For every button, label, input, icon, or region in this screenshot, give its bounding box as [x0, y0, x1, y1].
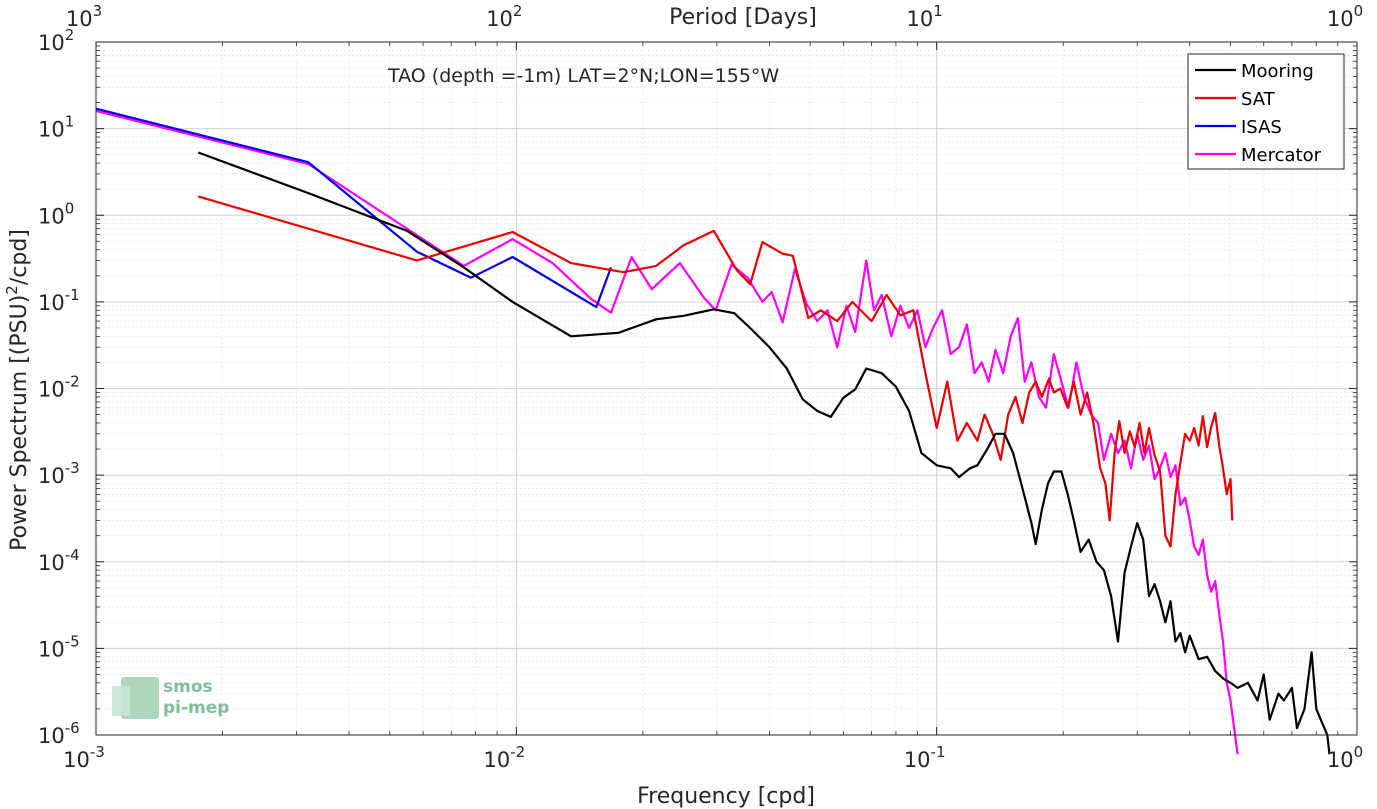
- y-axis-title-superscript: 2: [3, 285, 21, 295]
- x2-tick-base: 10: [66, 7, 93, 31]
- tick-marks: [95, 41, 1358, 736]
- x-tick-base: 10: [1327, 748, 1354, 772]
- y-tick-label: 10-3: [38, 459, 80, 488]
- y-tick-exponent: -6: [65, 719, 80, 737]
- y-tick-label: 101: [38, 113, 74, 142]
- y-tick-base: 10: [38, 118, 65, 142]
- series-line-sat: [197, 195, 1234, 548]
- series-layer: [95, 107, 1331, 755]
- x2-tick-exponent: 0: [1354, 2, 1364, 20]
- y-tick-label: 10-2: [38, 373, 80, 402]
- legend-box: [1187, 53, 1345, 170]
- y-tick-label: 10-4: [38, 546, 80, 575]
- y-tick-exponent: -4: [65, 546, 80, 564]
- y-tick-base: 10: [38, 31, 65, 55]
- y-tick-exponent: -1: [65, 286, 80, 304]
- x2-tick-label: 100: [1327, 2, 1363, 31]
- y-axis-title-main: Power Spectrum [(PSU): [7, 295, 32, 551]
- logo-mark-stripe: [112, 686, 130, 716]
- y-axis-title: Power Spectrum [(PSU)2/cpd]: [3, 229, 32, 551]
- y-tick-label: 10-1: [38, 286, 80, 315]
- x-tick-label: 10-1: [904, 743, 946, 772]
- y-tick-base: 10: [38, 724, 65, 748]
- x-tick-exponent: -1: [931, 743, 946, 761]
- watermark-logo: smos pi-mep: [112, 677, 229, 719]
- y-tick-base: 10: [38, 464, 65, 488]
- y-tick-label: 102: [38, 26, 74, 55]
- x-tick-base: 10: [63, 748, 90, 772]
- logo-line-1: smos: [163, 677, 213, 697]
- x2-tick-base: 10: [1327, 7, 1354, 31]
- x-tick-exponent: -3: [90, 743, 105, 761]
- x2-tick-label: 101: [907, 2, 943, 31]
- y-tick-base: 10: [38, 637, 65, 661]
- y-tick-base: 10: [38, 204, 65, 228]
- x2-tick-exponent: 1: [933, 2, 943, 20]
- y-tick-exponent: 1: [65, 113, 75, 131]
- x-tick-exponent: 0: [1354, 743, 1364, 761]
- y-tick-label: 10-5: [38, 632, 80, 661]
- series-line-mooring: [197, 151, 1331, 755]
- x-tick-label: 100: [1327, 743, 1363, 772]
- x-tick-exponent: -2: [510, 743, 525, 761]
- y-axis-title-tail: /cpd]: [7, 229, 32, 285]
- top-axis-title: Period [Days]: [669, 5, 817, 30]
- y-tick-exponent: 0: [65, 199, 75, 217]
- logo-mark: [121, 677, 159, 719]
- x-tick-base: 10: [483, 748, 510, 772]
- y-tick-exponent: -3: [65, 459, 80, 477]
- legend-label-isas: ISAS: [1241, 117, 1282, 138]
- legend-label-mercator: Mercator: [1241, 145, 1322, 166]
- x-tick-label: 10-3: [63, 743, 105, 772]
- x2-tick-label: 103: [66, 2, 102, 31]
- x2-tick-base: 10: [907, 7, 934, 31]
- legend: Mooring SAT ISAS Mercator: [1187, 53, 1345, 170]
- y-tick-label: 100: [38, 199, 74, 228]
- x-tick-base: 10: [904, 748, 931, 772]
- station-annotation: TAO (depth =-1m) LAT=2°N;LON=155°W: [387, 65, 779, 87]
- y-tick-base: 10: [38, 291, 65, 315]
- x2-tick-base: 10: [486, 7, 513, 31]
- y-tick-exponent: -5: [65, 632, 80, 650]
- y-tick-base: 10: [38, 551, 65, 575]
- x2-tick-exponent: 3: [93, 2, 103, 20]
- x-tick-label: 10-2: [483, 743, 525, 772]
- y-tick-exponent: -2: [65, 373, 80, 391]
- legend-label-mooring: Mooring: [1241, 61, 1314, 82]
- y-tick-exponent: 2: [65, 26, 75, 44]
- x2-tick-label: 102: [486, 2, 522, 31]
- series-line-mercator: [95, 109, 1239, 755]
- y-tick-base: 10: [38, 378, 65, 402]
- logo-line-2: pi-mep: [163, 698, 229, 718]
- minor-grid: [96, 42, 1357, 735]
- x2-tick-exponent: 2: [513, 2, 523, 20]
- x-axis-title: Frequency [cpd]: [637, 784, 815, 809]
- legend-label-sat: SAT: [1241, 89, 1276, 110]
- y-tick-label: 10-6: [38, 719, 80, 748]
- series-line-isas: [95, 107, 613, 309]
